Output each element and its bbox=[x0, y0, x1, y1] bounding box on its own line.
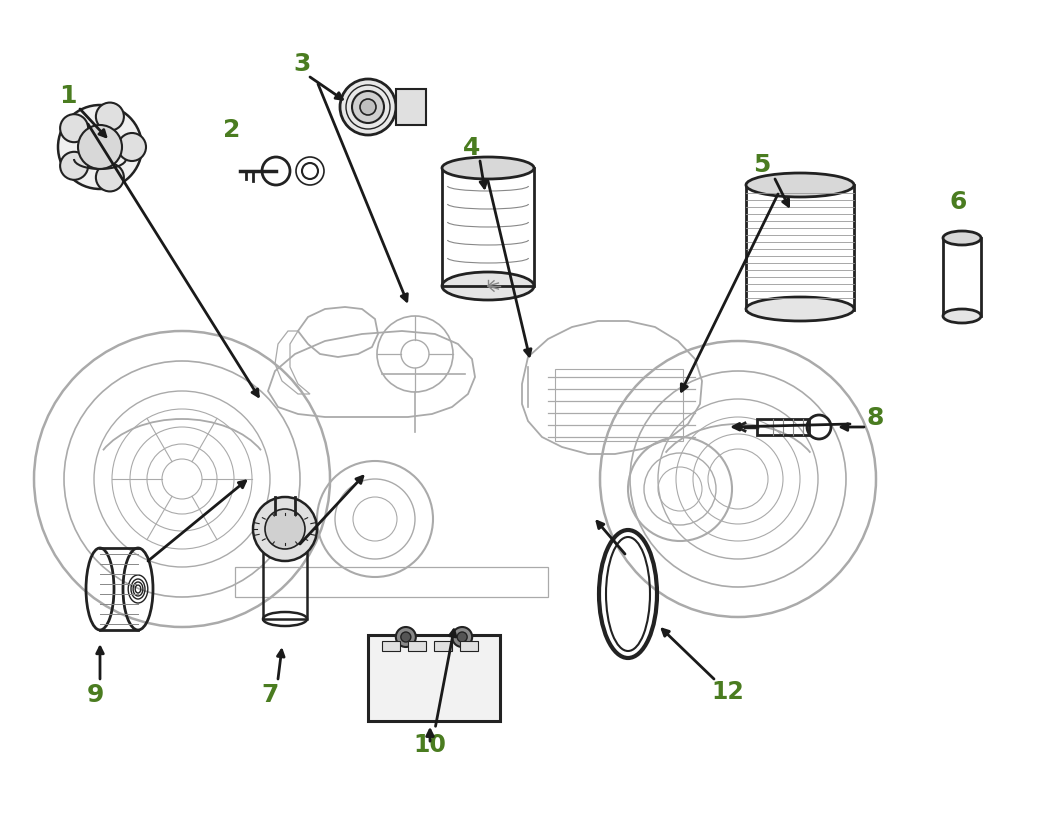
Text: 4: 4 bbox=[464, 136, 481, 160]
Circle shape bbox=[265, 509, 305, 549]
Bar bbox=[460, 641, 478, 651]
Bar bbox=[757, 419, 809, 436]
Bar bbox=[396, 90, 426, 126]
Ellipse shape bbox=[746, 174, 854, 198]
Text: 9: 9 bbox=[87, 682, 104, 706]
Text: 8: 8 bbox=[866, 405, 883, 429]
Circle shape bbox=[253, 497, 317, 562]
Circle shape bbox=[452, 627, 472, 648]
Bar bbox=[442, 169, 534, 287]
Text: 2: 2 bbox=[223, 118, 240, 141]
Text: 7: 7 bbox=[262, 682, 279, 706]
Ellipse shape bbox=[442, 273, 534, 301]
Ellipse shape bbox=[263, 533, 307, 547]
Bar bbox=[263, 539, 307, 619]
Circle shape bbox=[96, 103, 124, 131]
Text: 5: 5 bbox=[753, 153, 771, 177]
Text: 1: 1 bbox=[59, 84, 76, 108]
Circle shape bbox=[96, 165, 124, 192]
FancyBboxPatch shape bbox=[367, 635, 500, 721]
Text: 6: 6 bbox=[949, 189, 967, 213]
Circle shape bbox=[60, 153, 88, 180]
Ellipse shape bbox=[746, 298, 854, 322]
Circle shape bbox=[340, 80, 396, 136]
Circle shape bbox=[78, 126, 122, 170]
Text: 12: 12 bbox=[712, 679, 744, 703]
Circle shape bbox=[118, 134, 146, 162]
Text: 3: 3 bbox=[293, 52, 310, 76]
Ellipse shape bbox=[442, 158, 534, 179]
Bar bbox=[434, 641, 452, 651]
Circle shape bbox=[60, 115, 88, 143]
Text: 10: 10 bbox=[414, 732, 447, 756]
Bar bbox=[408, 641, 426, 651]
Circle shape bbox=[352, 92, 384, 124]
Ellipse shape bbox=[943, 309, 981, 323]
Circle shape bbox=[58, 106, 142, 189]
Circle shape bbox=[401, 632, 411, 643]
Bar bbox=[746, 186, 854, 311]
Bar bbox=[555, 370, 683, 442]
Bar bbox=[382, 641, 400, 651]
Ellipse shape bbox=[943, 232, 981, 246]
Circle shape bbox=[396, 627, 416, 648]
Circle shape bbox=[457, 632, 467, 643]
Circle shape bbox=[360, 100, 376, 116]
Bar bbox=[943, 239, 981, 317]
